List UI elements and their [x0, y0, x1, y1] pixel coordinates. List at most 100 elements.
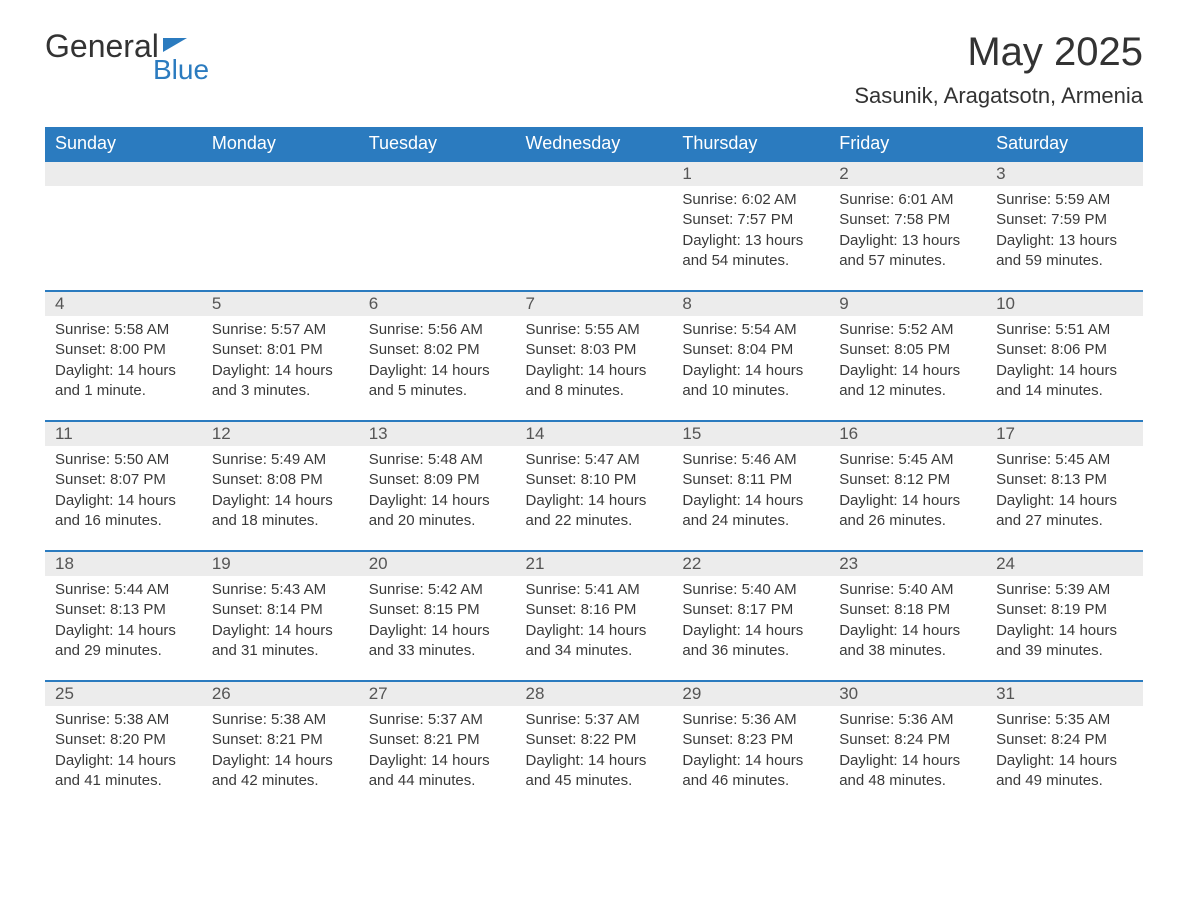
- day-number: 10: [986, 290, 1143, 316]
- day-line-dl2: and 34 minutes.: [526, 641, 663, 661]
- day-line-dl2: and 5 minutes.: [369, 381, 506, 401]
- day-number: 22: [672, 550, 829, 576]
- day-line-sr: Sunrise: 5:59 AM: [996, 190, 1133, 210]
- day-number: 1: [672, 160, 829, 186]
- day-number: 17: [986, 420, 1143, 446]
- day-body: Sunrise: 5:45 AMSunset: 8:12 PMDaylight:…: [829, 446, 986, 535]
- day-body: Sunrise: 5:59 AMSunset: 7:59 PMDaylight:…: [986, 186, 1143, 275]
- weekday-header: Friday: [829, 127, 986, 160]
- day-line-ss: Sunset: 8:18 PM: [839, 600, 976, 620]
- day-body: Sunrise: 5:46 AMSunset: 8:11 PMDaylight:…: [672, 446, 829, 535]
- day-number: 5: [202, 290, 359, 316]
- calendar-cell: 15Sunrise: 5:46 AMSunset: 8:11 PMDayligh…: [672, 420, 829, 550]
- weekday-header: Sunday: [45, 127, 202, 160]
- day-line-ss: Sunset: 8:04 PM: [682, 340, 819, 360]
- calendar-cell: 21Sunrise: 5:41 AMSunset: 8:16 PMDayligh…: [516, 550, 673, 680]
- day-line-ss: Sunset: 8:14 PM: [212, 600, 349, 620]
- logo-word2: Blue: [153, 56, 209, 84]
- page-title: May 2025: [854, 30, 1143, 75]
- day-line-ss: Sunset: 8:07 PM: [55, 470, 192, 490]
- day-number: 7: [516, 290, 673, 316]
- calendar-cell: 16Sunrise: 5:45 AMSunset: 8:12 PMDayligh…: [829, 420, 986, 550]
- day-line-dl1: Daylight: 14 hours: [526, 621, 663, 641]
- day-line-dl2: and 20 minutes.: [369, 511, 506, 531]
- day-body: Sunrise: 5:36 AMSunset: 8:24 PMDaylight:…: [829, 706, 986, 795]
- header: General Blue May 2025 Sasunik, Aragatsot…: [45, 30, 1143, 109]
- day-body: [202, 186, 359, 194]
- day-number: [202, 160, 359, 186]
- day-number: 29: [672, 680, 829, 706]
- day-number: 25: [45, 680, 202, 706]
- day-line-dl2: and 57 minutes.: [839, 251, 976, 271]
- calendar-cell: 7Sunrise: 5:55 AMSunset: 8:03 PMDaylight…: [516, 290, 673, 420]
- day-line-dl2: and 39 minutes.: [996, 641, 1133, 661]
- day-line-ss: Sunset: 8:19 PM: [996, 600, 1133, 620]
- day-body: Sunrise: 5:38 AMSunset: 8:20 PMDaylight:…: [45, 706, 202, 795]
- calendar-cell: 8Sunrise: 5:54 AMSunset: 8:04 PMDaylight…: [672, 290, 829, 420]
- day-line-dl2: and 59 minutes.: [996, 251, 1133, 271]
- day-body: Sunrise: 5:54 AMSunset: 8:04 PMDaylight:…: [672, 316, 829, 405]
- day-line-dl2: and 8 minutes.: [526, 381, 663, 401]
- day-line-dl2: and 22 minutes.: [526, 511, 663, 531]
- day-line-dl2: and 46 minutes.: [682, 771, 819, 791]
- calendar-cell: 20Sunrise: 5:42 AMSunset: 8:15 PMDayligh…: [359, 550, 516, 680]
- day-line-dl1: Daylight: 14 hours: [369, 491, 506, 511]
- calendar-cell: 19Sunrise: 5:43 AMSunset: 8:14 PMDayligh…: [202, 550, 359, 680]
- day-line-dl2: and 41 minutes.: [55, 771, 192, 791]
- day-number: [45, 160, 202, 186]
- logo-word1: General: [45, 30, 159, 62]
- day-number: 16: [829, 420, 986, 446]
- day-number: 27: [359, 680, 516, 706]
- calendar-cell: 23Sunrise: 5:40 AMSunset: 8:18 PMDayligh…: [829, 550, 986, 680]
- calendar-cell: [359, 160, 516, 290]
- day-line-sr: Sunrise: 5:37 AM: [526, 710, 663, 730]
- day-line-sr: Sunrise: 5:42 AM: [369, 580, 506, 600]
- day-line-ss: Sunset: 8:15 PM: [369, 600, 506, 620]
- day-line-dl2: and 31 minutes.: [212, 641, 349, 661]
- day-body: Sunrise: 5:38 AMSunset: 8:21 PMDaylight:…: [202, 706, 359, 795]
- day-body: [359, 186, 516, 194]
- day-line-dl2: and 16 minutes.: [55, 511, 192, 531]
- day-line-dl1: Daylight: 14 hours: [526, 491, 663, 511]
- day-line-ss: Sunset: 8:21 PM: [212, 730, 349, 750]
- day-line-sr: Sunrise: 5:55 AM: [526, 320, 663, 340]
- day-line-dl2: and 26 minutes.: [839, 511, 976, 531]
- day-line-dl1: Daylight: 14 hours: [839, 751, 976, 771]
- day-line-ss: Sunset: 7:59 PM: [996, 210, 1133, 230]
- day-number: 4: [45, 290, 202, 316]
- calendar-cell: 14Sunrise: 5:47 AMSunset: 8:10 PMDayligh…: [516, 420, 673, 550]
- location: Sasunik, Aragatsotn, Armenia: [854, 83, 1143, 109]
- day-body: Sunrise: 5:37 AMSunset: 8:22 PMDaylight:…: [516, 706, 673, 795]
- day-body: Sunrise: 5:37 AMSunset: 8:21 PMDaylight:…: [359, 706, 516, 795]
- day-line-ss: Sunset: 8:20 PM: [55, 730, 192, 750]
- day-body: Sunrise: 5:44 AMSunset: 8:13 PMDaylight:…: [45, 576, 202, 665]
- day-line-dl2: and 36 minutes.: [682, 641, 819, 661]
- day-line-sr: Sunrise: 5:52 AM: [839, 320, 976, 340]
- day-line-dl2: and 27 minutes.: [996, 511, 1133, 531]
- day-line-dl1: Daylight: 13 hours: [839, 231, 976, 251]
- calendar-cell: 6Sunrise: 5:56 AMSunset: 8:02 PMDaylight…: [359, 290, 516, 420]
- day-line-sr: Sunrise: 5:48 AM: [369, 450, 506, 470]
- day-number: 28: [516, 680, 673, 706]
- day-line-ss: Sunset: 8:23 PM: [682, 730, 819, 750]
- day-line-sr: Sunrise: 6:02 AM: [682, 190, 819, 210]
- day-line-dl1: Daylight: 14 hours: [212, 621, 349, 641]
- day-line-ss: Sunset: 8:24 PM: [996, 730, 1133, 750]
- logo: General Blue: [45, 30, 209, 84]
- calendar-cell: 24Sunrise: 5:39 AMSunset: 8:19 PMDayligh…: [986, 550, 1143, 680]
- day-number: 8: [672, 290, 829, 316]
- day-number: 3: [986, 160, 1143, 186]
- day-line-dl2: and 14 minutes.: [996, 381, 1133, 401]
- day-body: Sunrise: 5:50 AMSunset: 8:07 PMDaylight:…: [45, 446, 202, 535]
- day-line-dl1: Daylight: 13 hours: [996, 231, 1133, 251]
- day-line-sr: Sunrise: 5:49 AM: [212, 450, 349, 470]
- flag-icon: [163, 38, 187, 52]
- day-body: Sunrise: 5:36 AMSunset: 8:23 PMDaylight:…: [672, 706, 829, 795]
- day-line-sr: Sunrise: 5:45 AM: [996, 450, 1133, 470]
- calendar-week: 18Sunrise: 5:44 AMSunset: 8:13 PMDayligh…: [45, 550, 1143, 680]
- day-line-sr: Sunrise: 5:47 AM: [526, 450, 663, 470]
- day-body: Sunrise: 5:58 AMSunset: 8:00 PMDaylight:…: [45, 316, 202, 405]
- day-line-dl2: and 33 minutes.: [369, 641, 506, 661]
- calendar-cell: 22Sunrise: 5:40 AMSunset: 8:17 PMDayligh…: [672, 550, 829, 680]
- day-body: Sunrise: 5:57 AMSunset: 8:01 PMDaylight:…: [202, 316, 359, 405]
